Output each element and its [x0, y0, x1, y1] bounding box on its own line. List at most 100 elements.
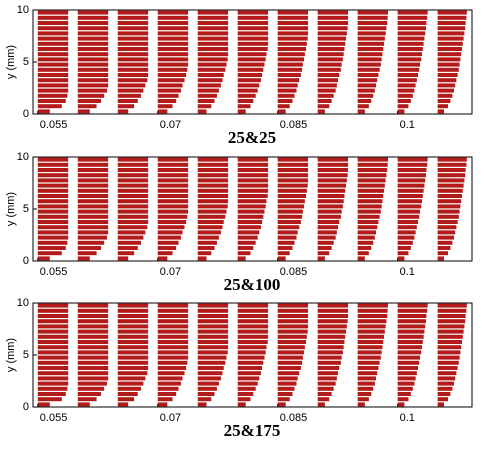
profile-bar [357, 360, 380, 365]
profile-bar [437, 220, 458, 224]
profile-bar [277, 319, 309, 324]
profile-bar [237, 36, 269, 41]
profile-bar [357, 209, 381, 214]
profile-bar [277, 371, 300, 376]
profile-bar [317, 350, 343, 355]
profile-bar [397, 314, 427, 318]
profile-bar [437, 194, 463, 198]
profile-bar [237, 41, 269, 46]
profile-bar [77, 78, 109, 83]
profile-bar [317, 57, 343, 62]
profile-bar [237, 345, 267, 350]
profile-bar [357, 402, 365, 407]
profile-bar [77, 57, 109, 62]
profile-bar [77, 204, 109, 209]
profile-bar [317, 83, 337, 88]
profile-bar [437, 62, 460, 67]
profile-bar [357, 178, 386, 183]
profile-bar [357, 109, 365, 114]
profile-bar [77, 178, 109, 183]
profile-bar [277, 162, 309, 167]
profile-bar [157, 173, 189, 178]
profile-bar [317, 376, 337, 381]
profile-bar [277, 47, 307, 51]
profile-bar [277, 157, 309, 162]
profile-bar [157, 402, 168, 407]
profile-bar [277, 345, 305, 350]
profile-bar [437, 397, 449, 402]
profile-bar [37, 251, 62, 256]
profile-bar [37, 371, 69, 376]
profile-bar [397, 83, 416, 88]
profile-bar [277, 168, 309, 172]
profile-bar [277, 31, 309, 36]
profile-bar [117, 57, 149, 62]
profile-bar [37, 402, 50, 407]
profile-bar [357, 199, 383, 204]
profile-bar [237, 240, 256, 245]
y-tick-label: 0 [23, 255, 29, 267]
profile-bar [437, 178, 465, 183]
profile-bar [197, 329, 229, 334]
profile-bar [197, 214, 226, 219]
profile-bar [237, 183, 269, 188]
profile-bar [197, 386, 217, 391]
profile-bar [117, 340, 149, 344]
profile-bar [37, 350, 69, 355]
profile-bar [237, 376, 260, 381]
profile-bar [237, 397, 251, 402]
profile-bar [37, 360, 69, 365]
profile-bar [77, 188, 109, 193]
profile-bar [197, 246, 215, 250]
profile-bar [317, 88, 336, 93]
profile-bar [197, 355, 227, 360]
profile-bar [357, 230, 377, 235]
profile-bar [397, 67, 420, 72]
profile-bar [397, 99, 411, 103]
profile-bar [197, 235, 219, 240]
y-tick-label: 0 [23, 401, 29, 413]
profile-bar [77, 246, 101, 250]
profile-bar [237, 194, 268, 198]
profile-bar [77, 230, 109, 235]
profile-bar [77, 109, 90, 114]
profile-bar [197, 230, 221, 235]
profile-bar [357, 162, 388, 167]
profile-bar [317, 214, 341, 219]
profile-bar [437, 173, 466, 178]
profile-bar [357, 168, 388, 172]
profile-bar [437, 334, 463, 339]
profile-bar [237, 329, 269, 334]
profile-bar [277, 376, 298, 381]
profile-bar [37, 209, 69, 214]
profile-bar [317, 157, 349, 162]
profile-bar [77, 319, 109, 324]
profile-bar [237, 235, 258, 240]
profile-bar [37, 26, 69, 31]
profile-bar [197, 194, 229, 198]
profile-bar [237, 26, 269, 31]
profile-bar [237, 52, 267, 57]
profile-bar [437, 73, 458, 77]
profile-bar [237, 67, 264, 72]
profile-bar [277, 386, 295, 391]
y-tick-label: 0 [23, 108, 29, 120]
profile-bar [357, 308, 388, 313]
profile-bar [277, 73, 301, 77]
profile-bar [37, 235, 69, 240]
profile-bar [317, 402, 325, 407]
profile-bar [357, 99, 372, 103]
profile-bar [237, 73, 263, 77]
profile-bar [117, 376, 146, 381]
profile-bar [117, 88, 144, 93]
profile-bar [197, 52, 229, 57]
profile-bar [357, 235, 375, 240]
profile-bar [197, 397, 212, 402]
profile-bar [357, 324, 386, 329]
profile-bar [277, 324, 309, 329]
profile-bar [397, 209, 421, 214]
profile-bar [77, 47, 109, 51]
profile-bar [197, 366, 224, 370]
profile-bar [437, 366, 458, 370]
profile-bar [157, 109, 168, 114]
